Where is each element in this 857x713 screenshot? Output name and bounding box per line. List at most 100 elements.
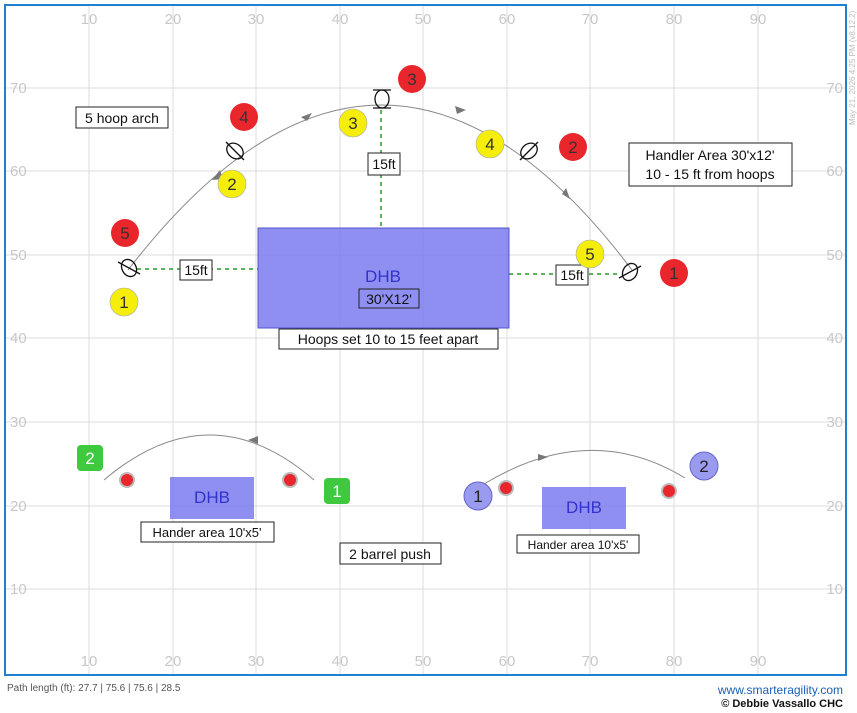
dhb-left-label: DHB [194, 488, 230, 507]
hoop-5-icon[interactable] [618, 261, 642, 284]
barrel-left-1-icon[interactable] [119, 472, 135, 488]
yellow-number-4[interactable] [475, 129, 505, 159]
path-length: Path length (ft): 27.7 | 75.6 | 75.6 | 2… [7, 683, 181, 694]
yellow-number-2[interactable] [217, 169, 247, 199]
red-number-3[interactable] [398, 65, 426, 93]
x-tick-bottom: 90 [750, 653, 767, 670]
x-tick-bottom: 30 [248, 653, 265, 670]
blue-number-1[interactable] [463, 481, 493, 511]
y-tick-left: 60 [10, 163, 27, 180]
x-tick-bottom: 60 [499, 653, 516, 670]
arch-label: 5 hoop arch [85, 110, 159, 126]
y-tick-right: 60 [826, 163, 843, 180]
x-tick-top: 60 [499, 11, 516, 28]
grid [6, 6, 845, 674]
red-number-2[interactable] [559, 133, 587, 161]
barrel-right-1-icon[interactable] [498, 480, 514, 496]
barrel-push-label: 2 barrel push [349, 546, 431, 562]
yellow-number-3-label: 3 [348, 114, 357, 133]
y-tick-left: 30 [10, 414, 27, 431]
course-map: 10 20 30 40 50 60 70 80 90 10 20 30 40 5… [4, 4, 857, 676]
x-tick-top: 90 [750, 11, 767, 28]
dist-right-label: 15ft [560, 267, 583, 283]
barrel-path-left [103, 434, 315, 481]
x-tick-top: 40 [332, 11, 349, 28]
y-tick-left: 10 [10, 581, 27, 598]
y-tick-right: 10 [826, 581, 843, 598]
arch-path [127, 104, 633, 271]
dist-top-box [367, 152, 401, 176]
red-number-2-label: 2 [568, 138, 577, 157]
yellow-number-4-label: 4 [485, 135, 494, 154]
x-tick-top: 10 [81, 11, 98, 28]
hoop-3-icon[interactable] [373, 89, 391, 109]
dhb-main-size: 30'X12' [366, 291, 412, 307]
yellow-number-1-label: 1 [119, 293, 128, 312]
red-number-4[interactable] [230, 103, 258, 131]
copyright: © Debbie Vassallo CHC [721, 698, 843, 710]
yellow-number-5[interactable] [575, 239, 605, 269]
barrel-right-2-icon[interactable] [661, 483, 677, 499]
dist-right-box [555, 264, 589, 286]
blue-number-1-label: 1 [473, 487, 482, 506]
y-tick-left: 20 [10, 498, 27, 515]
x-tick-top: 80 [666, 11, 683, 28]
x-tick-bottom: 50 [415, 653, 432, 670]
dhb-main-title: DHB [365, 267, 401, 286]
green-number-1-label: 1 [332, 482, 341, 501]
x-tick-bottom: 40 [332, 653, 349, 670]
dist-left-box [179, 259, 213, 281]
hander-area-left-box [140, 521, 275, 543]
arch-label-box [75, 106, 169, 129]
hander-area-left-label: Hander area 10'x5' [152, 525, 261, 540]
yellow-number-3[interactable] [338, 108, 368, 138]
yellow-number-1[interactable] [109, 287, 139, 317]
barrel-arrow-right [538, 454, 548, 461]
blue-number-2[interactable] [689, 451, 719, 481]
hander-area-right-box [516, 534, 640, 554]
handler-area-box [628, 142, 793, 187]
hoop-4-icon[interactable] [518, 140, 541, 162]
yellow-number-2-label: 2 [227, 175, 236, 194]
y-tick-right: 40 [826, 330, 843, 347]
dhb-main-size-box [358, 288, 420, 309]
y-tick-left: 50 [10, 247, 27, 264]
dhb-right[interactable] [542, 487, 626, 529]
red-number-4-label: 4 [239, 108, 248, 127]
hander-area-right-label: Hander area 10'x5' [528, 538, 629, 552]
y-tick-right: 70 [826, 80, 843, 97]
hoop-2-icon[interactable] [224, 140, 247, 162]
red-markers: 1 2 3 4 5 [111, 65, 688, 287]
red-number-5-label: 5 [120, 224, 129, 243]
y-tick-right: 30 [826, 414, 843, 431]
x-tick-top: 30 [248, 11, 265, 28]
barrel-left-2-icon[interactable] [282, 472, 298, 488]
red-number-1[interactable] [660, 259, 688, 287]
handler-area-line2: 10 - 15 ft from hoops [645, 166, 774, 182]
handler-area-line1: Handler Area 30'x12' [645, 147, 774, 163]
y-tick-right: 50 [826, 247, 843, 264]
timestamp: May 21, 2026 4:25 PM (v8.12.2) [848, 10, 857, 125]
website-link[interactable]: www.smarteragility.com [717, 683, 843, 697]
green-number-1[interactable] [324, 478, 350, 504]
dhb-right-label: DHB [566, 498, 602, 517]
x-tick-bottom: 70 [582, 653, 599, 670]
hoop-1-icon[interactable] [117, 257, 141, 280]
dhb-left[interactable] [170, 477, 254, 519]
hoops-apart-box [278, 328, 499, 350]
hoops-apart-label: Hoops set 10 to 15 feet apart [298, 331, 479, 347]
yellow-number-5-label: 5 [585, 245, 594, 264]
red-number-3-label: 3 [407, 70, 416, 89]
dist-top-label: 15ft [372, 156, 395, 172]
x-tick-bottom: 80 [666, 653, 683, 670]
dhb-main[interactable] [257, 227, 510, 329]
x-tick-top: 70 [582, 11, 599, 28]
x-tick-top: 20 [165, 11, 182, 28]
hoop-icons [117, 89, 642, 284]
y-tick-left: 70 [10, 80, 27, 97]
green-number-2[interactable] [77, 445, 103, 471]
red-number-5[interactable] [111, 219, 139, 247]
dist-left-label: 15ft [184, 262, 207, 278]
red-number-1-label: 1 [669, 264, 678, 283]
y-tick-right: 20 [826, 498, 843, 515]
